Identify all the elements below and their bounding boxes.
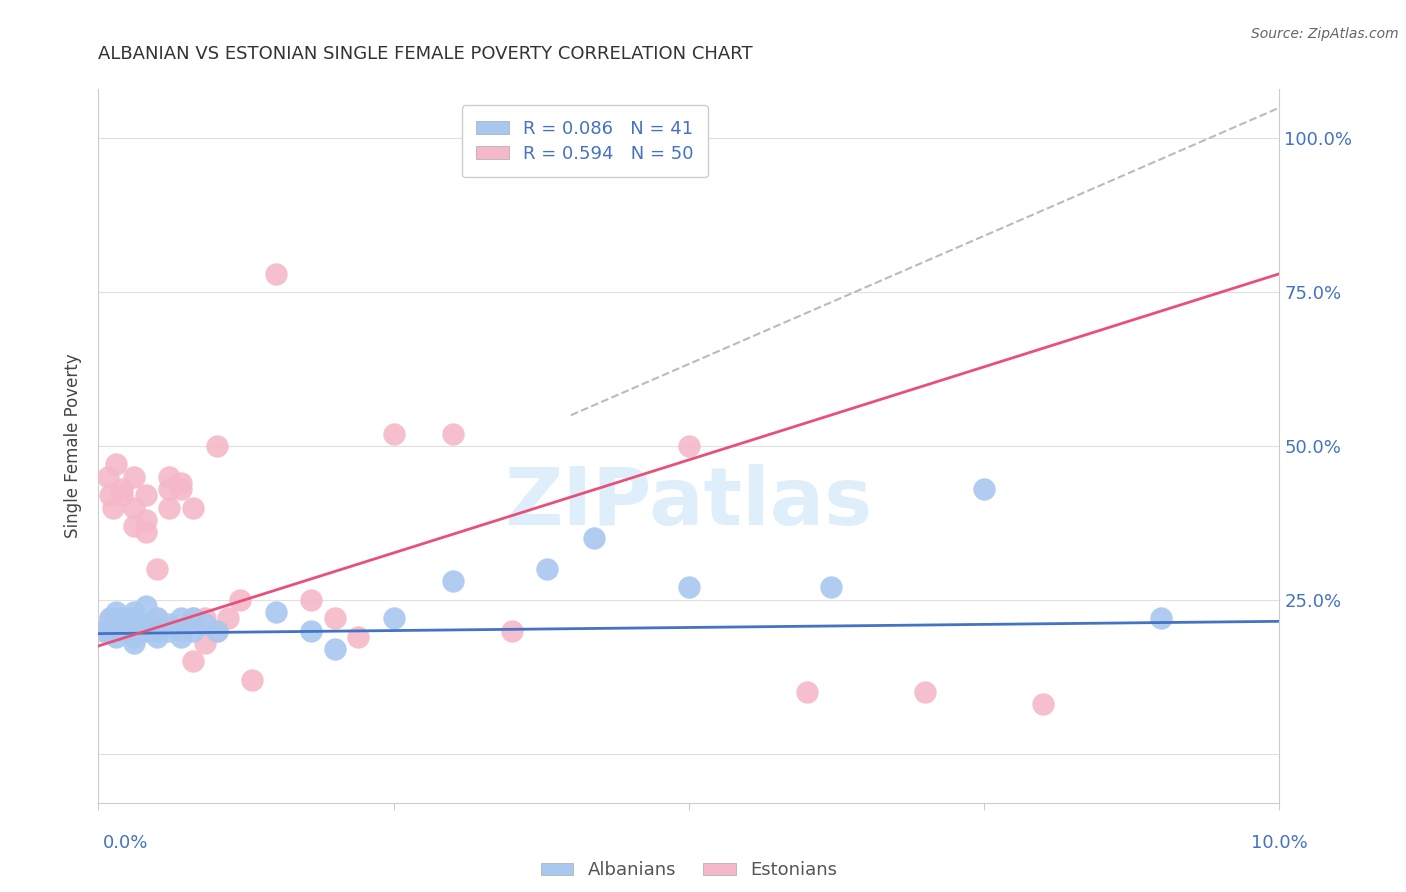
Point [323,611,346,625]
Point [240,673,263,687]
Point [135,624,157,638]
Point [678,439,700,453]
Point [157,500,180,515]
Text: ALBANIAN VS ESTONIAN SINGLE FEMALE POVERTY CORRELATION CHART: ALBANIAN VS ESTONIAN SINGLE FEMALE POVER… [98,45,754,62]
Point [135,599,157,613]
Point [678,581,700,595]
Point [135,525,157,540]
Point [146,562,169,576]
Point [105,630,128,644]
Point [323,642,346,657]
Point [111,624,134,638]
Point [382,611,405,625]
Point [796,685,818,699]
Point [135,488,157,502]
Point [98,611,121,625]
Point [93,624,115,638]
Point [111,488,134,502]
Point [135,617,157,632]
Point [111,482,134,496]
Point [157,617,180,632]
Point [157,482,180,496]
Text: ZIPatlas: ZIPatlas [505,464,873,542]
Point [146,611,169,625]
Text: Source: ZipAtlas.com: Source: ZipAtlas.com [1251,27,1399,41]
Point [170,611,193,625]
Point [217,611,239,625]
Point [1150,611,1173,625]
Point [128,624,150,638]
Point [347,630,370,644]
Point [146,624,169,638]
Point [194,611,217,625]
Point [299,624,322,638]
Point [205,624,228,638]
Point [264,267,287,281]
Point [1032,698,1054,712]
Point [194,636,217,650]
Point [170,630,193,644]
Text: 10.0%: 10.0% [1251,834,1308,852]
Point [205,624,228,638]
Point [441,574,464,589]
Point [101,500,124,515]
Point [382,426,405,441]
Point [820,581,842,595]
Point [98,488,121,502]
Point [181,624,204,638]
Point [229,592,252,607]
Point [583,144,606,158]
Point [264,605,287,619]
Text: 0.0%: 0.0% [103,834,148,852]
Point [135,624,157,638]
Point [583,531,606,545]
Point [122,469,145,483]
Point [157,469,180,483]
Y-axis label: Single Female Poverty: Single Female Poverty [65,354,83,538]
Point [122,611,145,625]
Point [157,624,180,638]
Point [105,605,128,619]
Point [97,469,120,483]
Point [122,500,145,515]
Point [135,513,157,527]
Point [146,630,169,644]
Point [122,630,145,644]
Point [122,617,145,632]
Point [205,439,228,453]
Point [122,636,145,650]
Point [181,654,204,668]
Point [122,519,145,533]
Point [111,617,134,632]
Point [146,611,169,625]
Point [170,482,193,496]
Point [299,592,322,607]
Point [122,605,145,619]
Point [181,611,204,625]
Point [973,482,995,496]
Point [105,458,128,472]
Point [122,624,145,638]
Point [181,500,204,515]
Point [101,617,124,632]
Point [111,611,134,625]
Legend: Albanians, Estonians: Albanians, Estonians [533,855,845,887]
Point [441,426,464,441]
Point [181,611,204,625]
Point [117,624,139,638]
Point [170,624,193,638]
Point [914,685,936,699]
Point [93,624,115,638]
Point [501,624,523,638]
Point [98,624,121,638]
Point [98,611,121,625]
Point [146,624,169,638]
Point [98,624,121,638]
Point [122,611,145,625]
Point [194,617,217,632]
Point [111,624,134,638]
Point [170,475,193,490]
Point [536,562,558,576]
